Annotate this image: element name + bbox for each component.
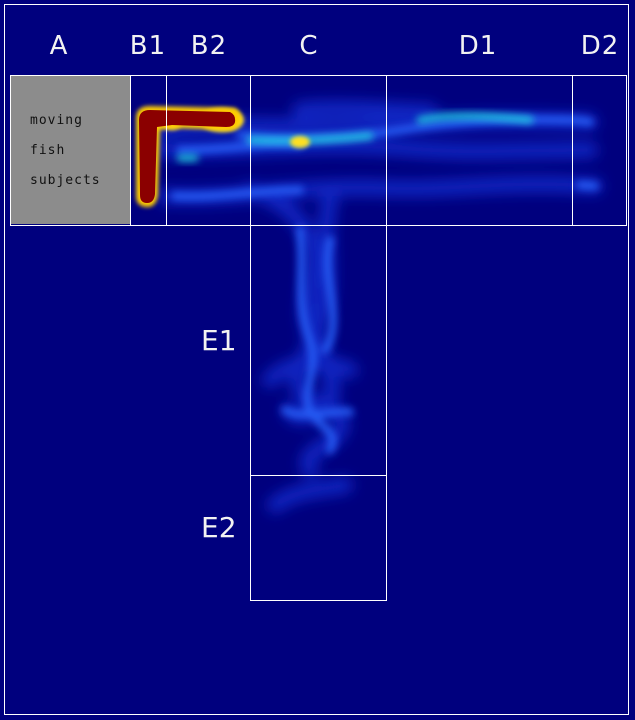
zone-label-b2: B2 xyxy=(190,31,228,61)
start-area-label-line3: subjects xyxy=(30,173,101,188)
corridor-outline xyxy=(10,75,627,226)
heat-trails-mid xyxy=(176,112,534,162)
zone-label-d1: D1 xyxy=(458,31,498,61)
start-area-label-line2: fish xyxy=(30,143,66,158)
zone-outlines xyxy=(10,75,627,601)
zone-label-a: A xyxy=(49,31,69,61)
start-area-label-line1: moving xyxy=(30,113,83,128)
zone-label-e1: E1 xyxy=(201,324,237,357)
zone-label-b1: B1 xyxy=(129,31,167,61)
heat-hotspot-red xyxy=(136,106,241,208)
start-area xyxy=(11,76,130,224)
zone-label-d2: D2 xyxy=(580,31,620,61)
heat-trails-faint xyxy=(152,100,603,513)
zone-label-c: C xyxy=(299,31,319,61)
heat-trails-core xyxy=(171,115,599,454)
zone-label-e2: E2 xyxy=(201,511,237,544)
arena-frame xyxy=(4,4,629,715)
